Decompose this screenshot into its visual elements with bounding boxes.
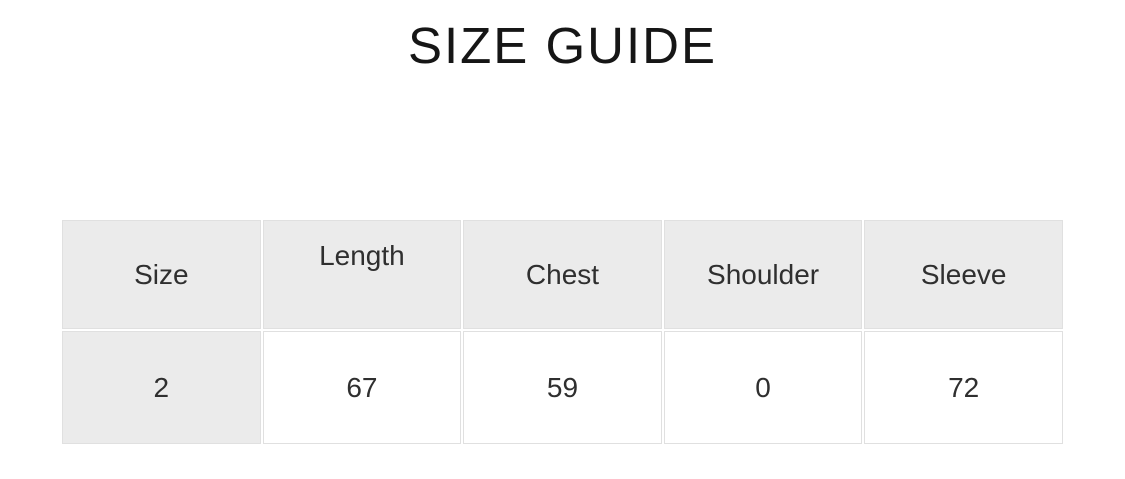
header-label-sleeve: Sleeve <box>920 258 1007 290</box>
header-cell-sleeve: Sleeve <box>864 220 1063 329</box>
cell-length-value: 67 <box>262 331 462 444</box>
header-label-length: Length <box>319 239 405 271</box>
cell-size-value: 2 <box>62 331 261 444</box>
header-cell-size: Size <box>62 220 261 329</box>
cell-shoulder-value: 0 <box>663 331 863 444</box>
size-guide-table: Size Length Chest Shoulder Sleeve 2 67 5… <box>60 218 1065 446</box>
header-label-size: Size <box>134 258 189 290</box>
header-label-chest: Chest <box>525 258 600 290</box>
header-cell-shoulder: Shoulder <box>663 220 863 329</box>
table-row: 2 67 59 0 72 <box>62 331 1063 444</box>
cell-chest-value: 59 <box>463 331 662 444</box>
page-title: SIZE GUIDE <box>407 17 718 74</box>
cell-sleeve-value: 72 <box>864 331 1063 444</box>
header-cell-chest: Chest <box>463 220 662 329</box>
table-header-row: Size Length Chest Shoulder Sleeve <box>62 220 1063 329</box>
header-cell-length: Length <box>262 220 462 329</box>
header-label-shoulder: Shoulder <box>707 258 820 290</box>
